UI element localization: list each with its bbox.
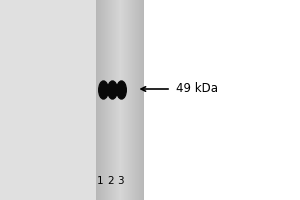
Text: 49 kDa: 49 kDa bbox=[176, 82, 218, 95]
Bar bbox=[0, 0, 108, 200]
Ellipse shape bbox=[99, 81, 108, 99]
Text: 1: 1 bbox=[97, 176, 104, 186]
Text: 2: 2 bbox=[107, 176, 114, 186]
Ellipse shape bbox=[108, 81, 117, 99]
Text: 3: 3 bbox=[117, 176, 124, 186]
Ellipse shape bbox=[117, 81, 126, 99]
